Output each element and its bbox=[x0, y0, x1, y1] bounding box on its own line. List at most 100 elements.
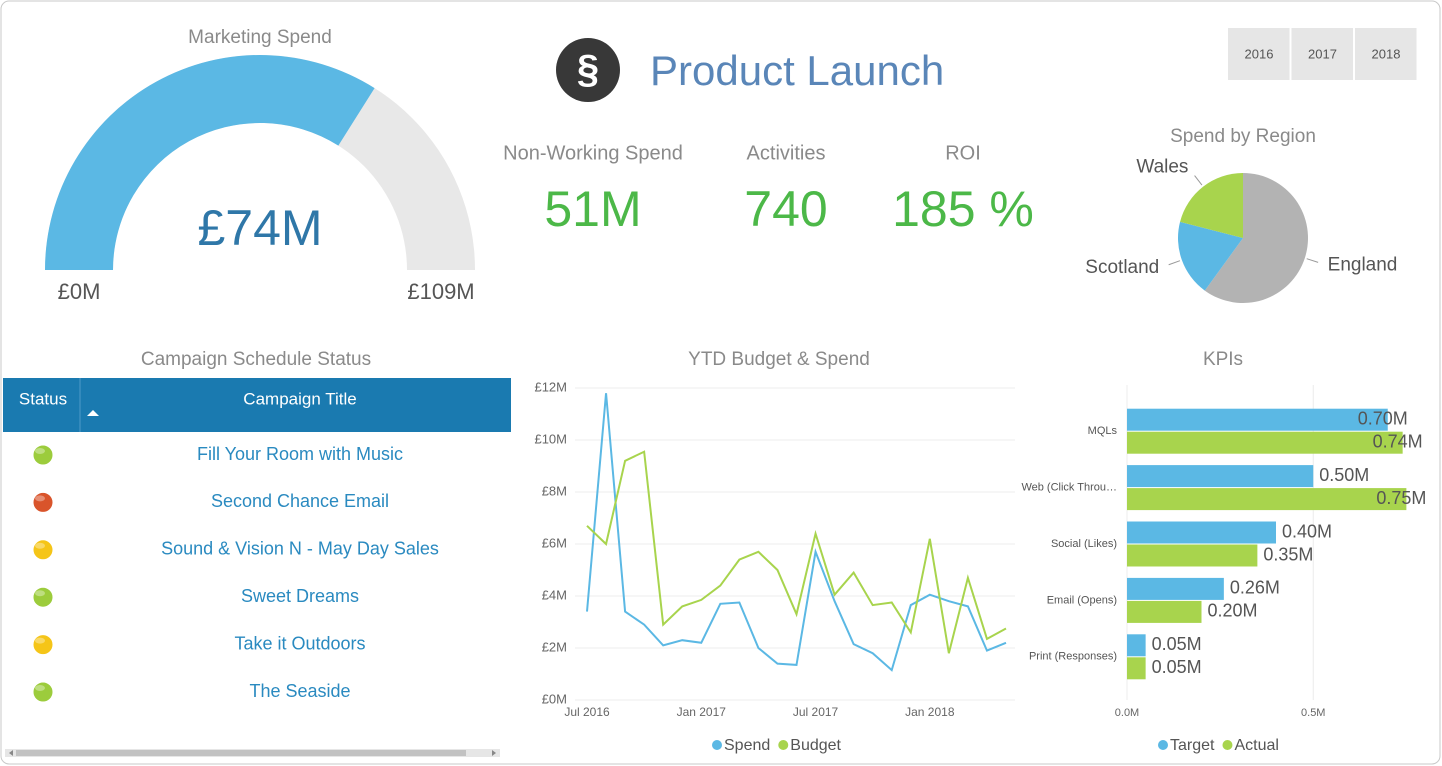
bar bbox=[1127, 465, 1314, 488]
y-tick-label: Social (Likes) bbox=[1051, 538, 1117, 550]
data-label: 0.70M bbox=[1358, 408, 1408, 428]
column-header: Campaign Title bbox=[243, 389, 356, 408]
bar bbox=[1127, 657, 1146, 680]
legend-marker bbox=[1222, 740, 1233, 750]
data-label: 0.75M bbox=[1376, 488, 1426, 508]
pie-slice bbox=[1180, 173, 1243, 238]
scrollbar-thumb[interactable] bbox=[16, 750, 466, 756]
bar bbox=[1127, 544, 1258, 567]
legend-marker bbox=[1158, 740, 1168, 750]
bar bbox=[1127, 600, 1202, 623]
chart-title: Spend by Region bbox=[1170, 126, 1316, 147]
status-icon bbox=[32, 586, 54, 608]
kpi-value: 51M bbox=[544, 181, 641, 237]
year-label: 2016 bbox=[1245, 46, 1274, 61]
line-series bbox=[586, 450, 1007, 654]
leader-line bbox=[1168, 260, 1181, 266]
sort-arrow[interactable] bbox=[87, 410, 99, 416]
bar bbox=[1127, 634, 1146, 657]
x-tick-label: Jul 2017 bbox=[793, 705, 839, 719]
column-header: Status bbox=[19, 389, 67, 408]
status-shine bbox=[35, 685, 45, 691]
legend-label: Actual bbox=[1234, 737, 1278, 754]
table-title: Campaign Schedule Status bbox=[141, 349, 371, 370]
campaign-title[interactable]: Second Chance Email bbox=[211, 491, 389, 511]
pie-label: Scotland bbox=[1085, 257, 1159, 278]
data-label: 0.35M bbox=[1263, 544, 1313, 564]
y-tick-label: Web (Click Throu… bbox=[1021, 482, 1117, 494]
campaign-title[interactable]: Take it Outdoors bbox=[234, 633, 365, 653]
y-tick-label: £2M bbox=[542, 639, 567, 654]
year-label: 2018 bbox=[1372, 46, 1401, 61]
year-button[interactable] bbox=[1291, 28, 1354, 80]
y-tick-label: £4M bbox=[542, 587, 567, 602]
legend-marker bbox=[778, 740, 789, 750]
bar bbox=[1127, 431, 1403, 454]
legend-label: Spend bbox=[724, 737, 770, 754]
y-tick-label: £8M bbox=[542, 483, 567, 498]
y-tick-label: MQLs bbox=[1088, 425, 1118, 437]
scroll-right[interactable] bbox=[492, 750, 496, 756]
data-label: 0.05M bbox=[1152, 657, 1202, 677]
kpi-label: ROI bbox=[945, 142, 981, 164]
status-icon bbox=[32, 539, 54, 561]
gauge-tick-label: £109M bbox=[407, 279, 474, 304]
status-shine bbox=[35, 637, 45, 644]
y-tick-label: £6M bbox=[542, 535, 567, 550]
pie-label: Wales bbox=[1136, 157, 1188, 178]
x-tick-label: Jan 2018 bbox=[905, 705, 955, 719]
kpi-value: 185 % bbox=[892, 181, 1034, 237]
y-tick-label: Print (Responses) bbox=[1029, 651, 1117, 663]
status-icon bbox=[32, 634, 54, 656]
x-tick-label: Jan 2017 bbox=[677, 705, 727, 719]
data-label: 0.74M bbox=[1373, 431, 1423, 451]
page-title: Product Launch bbox=[650, 47, 944, 94]
gauge-value-label: £74M bbox=[197, 200, 322, 256]
gauge-tick-label: £0M bbox=[58, 279, 101, 304]
scroll-left[interactable] bbox=[9, 750, 13, 756]
x-tick-label: 0.0M bbox=[1115, 707, 1139, 719]
status-icon bbox=[32, 491, 54, 513]
kpi-value: 740 bbox=[744, 181, 827, 237]
status-icon bbox=[32, 444, 54, 466]
bar bbox=[1127, 408, 1388, 431]
bar bbox=[1127, 488, 1407, 511]
logo: § bbox=[577, 48, 599, 92]
pie-slice bbox=[1178, 221, 1243, 291]
status-shine bbox=[35, 542, 45, 549]
year-button[interactable] bbox=[1355, 28, 1417, 80]
data-label: 0.26M bbox=[1230, 578, 1280, 598]
chart-title: Marketing Spend bbox=[188, 27, 332, 48]
y-tick-label: £12M bbox=[534, 379, 567, 394]
chart-title: KPIs bbox=[1203, 349, 1243, 370]
campaign-title[interactable]: Sweet Dreams bbox=[241, 586, 359, 606]
x-tick-label: Jul 2016 bbox=[564, 705, 610, 719]
campaign-title[interactable]: Fill Your Room with Music bbox=[197, 444, 403, 464]
bar bbox=[1127, 577, 1224, 600]
line-series bbox=[586, 393, 1007, 672]
year-label: 2017 bbox=[1308, 46, 1337, 61]
leader-line bbox=[1194, 175, 1203, 186]
campaign-title[interactable]: The Seaside bbox=[249, 681, 350, 701]
year-button[interactable] bbox=[1228, 28, 1290, 80]
status-shine bbox=[35, 590, 45, 597]
bar bbox=[1127, 521, 1276, 544]
data-label: 0.40M bbox=[1282, 521, 1332, 541]
kpi-label: Non-Working Spend bbox=[503, 142, 683, 164]
status-shine bbox=[35, 448, 45, 454]
kpi-label: Activities bbox=[747, 142, 826, 164]
gauge-value bbox=[45, 54, 375, 270]
pie-label: England bbox=[1328, 255, 1398, 276]
data-label: 0.05M bbox=[1152, 634, 1202, 654]
legend-label: Target bbox=[1170, 737, 1215, 754]
legend-label: Budget bbox=[790, 737, 841, 754]
chart-title: YTD Budget & Spend bbox=[688, 349, 870, 370]
leader-line bbox=[1306, 258, 1319, 263]
data-label: 0.20M bbox=[1208, 601, 1258, 621]
campaign-title[interactable]: Sound & Vision N - May Day Sales bbox=[161, 539, 439, 559]
logo-circle bbox=[556, 38, 620, 102]
y-tick-label: £10M bbox=[534, 431, 567, 446]
table-header bbox=[3, 378, 511, 432]
pie-slice bbox=[1204, 173, 1308, 303]
